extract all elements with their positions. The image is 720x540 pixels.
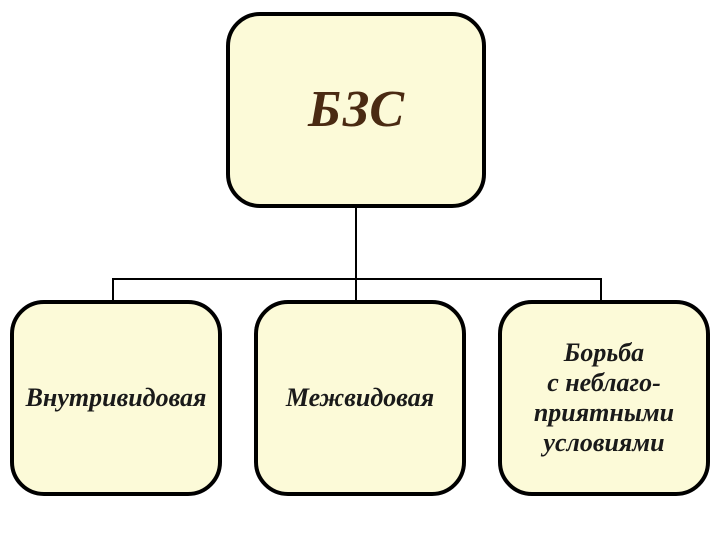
connector-drop-right: [600, 278, 602, 300]
connector-drop-center: [355, 278, 357, 300]
connector-trunk: [355, 208, 357, 278]
connector-drop-left: [112, 278, 114, 300]
node-child-1-label: Межвидовая: [286, 383, 434, 413]
node-child-2-label: Борьбас неблаго-приятнымиусловиями: [534, 338, 674, 458]
node-root-label: БЗС: [308, 80, 404, 140]
node-child-1: Межвидовая: [254, 300, 466, 496]
connector-hbar: [112, 278, 602, 280]
diagram-canvas: БЗС Внутривидовая Межвидовая Борьбас неб…: [0, 0, 720, 540]
node-child-0: Внутривидовая: [10, 300, 222, 496]
node-child-2: Борьбас неблаго-приятнымиусловиями: [498, 300, 710, 496]
node-child-0-label: Внутривидовая: [26, 383, 207, 413]
node-root: БЗС: [226, 12, 486, 208]
